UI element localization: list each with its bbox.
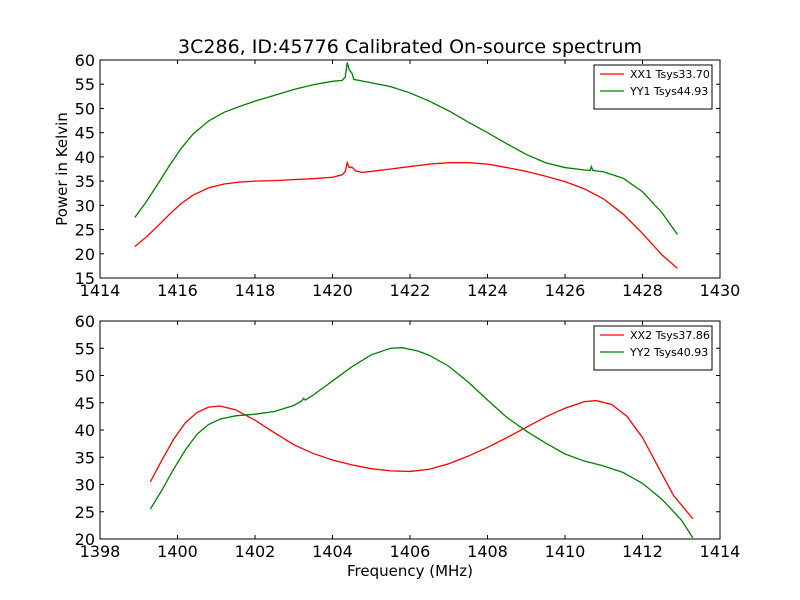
x-tick-label: 1430: [700, 281, 741, 300]
x-tick-label: 1416: [157, 281, 198, 300]
y-tick-label: 30: [75, 476, 95, 495]
legend-label: XX1 Tsys33.70: [630, 68, 710, 81]
legend-box: [593, 64, 713, 110]
x-tick-label: 1414: [80, 281, 121, 300]
x-axis-label: Frequency (MHz): [347, 562, 473, 580]
series-line-1: [134, 160, 678, 269]
x-tick-label: 1426: [545, 281, 586, 300]
y-tick-label: 45: [75, 394, 95, 413]
y-tick-label: 50: [75, 367, 95, 386]
legend-label: YY1 Tsys44.93: [629, 85, 708, 98]
y-tick-label: 55: [75, 75, 95, 94]
x-tick-label: 1424: [467, 281, 508, 300]
y-tick-label: 35: [75, 448, 95, 467]
chart-1: 1414 1416 1418 1420 1422 1424 1426 1428 1430 15 20…: [53, 36, 740, 300]
x-tick-label: 1398: [80, 542, 121, 561]
chart-2: 1398 1400 1402 1404 1406 1408 1410 1412 1414 20 25…: [75, 312, 741, 580]
y-tick-label: 30: [75, 196, 95, 215]
chart-title: 3C286, ID:45776 Calibrated On-source spe…: [178, 36, 642, 58]
series-line-1: [149, 399, 694, 520]
x-tick-label: 1408: [467, 542, 508, 561]
y-tick-label: 50: [75, 99, 95, 118]
x-tick-label: 1412: [622, 542, 663, 561]
x-tick-label: 1406: [390, 542, 431, 561]
y-axis-label: Power in Kelvin: [53, 112, 71, 226]
y-tick-label: 40: [75, 148, 95, 167]
y-tick-label: 15: [75, 269, 95, 288]
x-tick-label: 1404: [312, 542, 353, 561]
y-tick-label: 25: [75, 503, 95, 522]
y-tick-label: 45: [75, 124, 95, 143]
series-line-2: [149, 347, 694, 539]
x-tick-label: 1418: [235, 281, 276, 300]
x-tick-label: 1400: [157, 542, 198, 561]
legend-box: [593, 325, 713, 371]
y-tick-label: 55: [75, 339, 95, 358]
y-tick-label: 20: [75, 530, 95, 549]
x-tick-label: 1414: [700, 542, 741, 561]
y-tick-label: 25: [75, 221, 95, 240]
legend: XX1 Tsys33.70 YY1 Tsys44.93: [593, 64, 713, 110]
y-tick-label: 35: [75, 172, 95, 191]
y-tick-label: 40: [75, 421, 95, 440]
y-tick-label: 60: [75, 51, 95, 70]
x-tick-label: 1410: [545, 542, 586, 561]
x-tick-label: 1402: [235, 542, 276, 561]
x-tick-label: 1428: [622, 281, 663, 300]
legend: XX2 Tsys37.86 YY2 Tsys40.93: [593, 325, 713, 371]
legend-label: YY2 Tsys40.93: [629, 346, 708, 359]
y-tick-label: 60: [75, 312, 95, 331]
legend-label: XX2 Tsys37.86: [630, 329, 710, 342]
x-tick-label: 1420: [312, 281, 353, 300]
y-tick-label: 20: [75, 245, 95, 264]
x-tick-label: 1422: [390, 281, 431, 300]
series-line-2: [134, 62, 678, 235]
